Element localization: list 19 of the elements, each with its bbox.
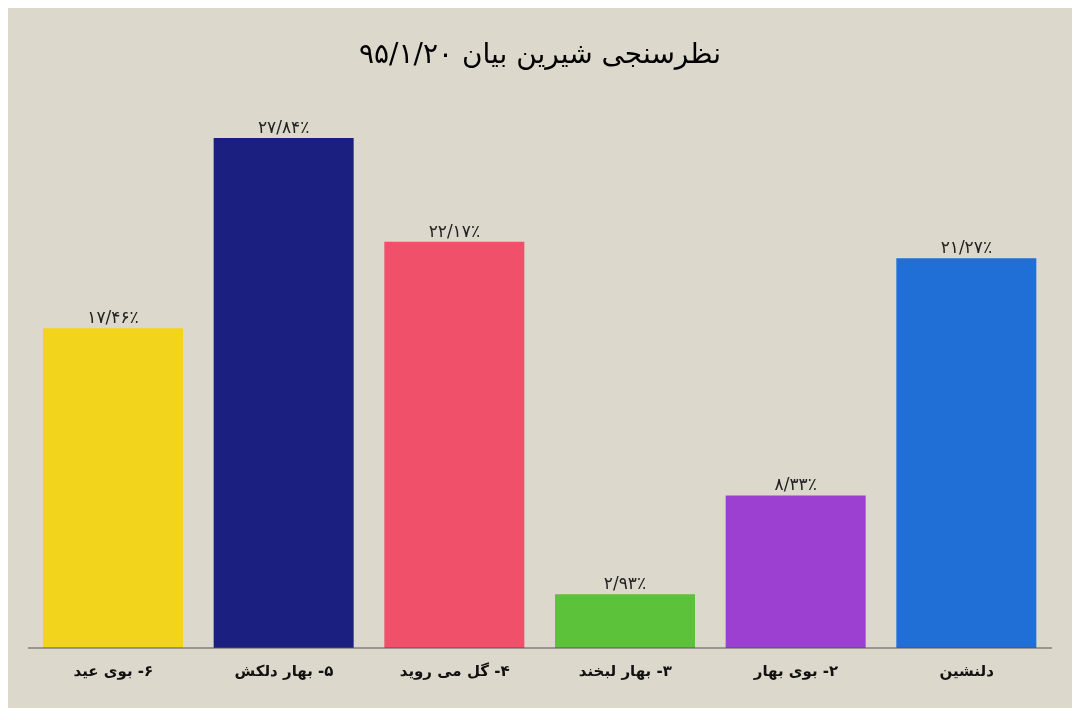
x-tick-label: دلنشین xyxy=(939,662,995,680)
x-tick-label: ۶- بوی عید xyxy=(73,662,154,680)
x-tick-label: ۳- بهار لبخند xyxy=(578,662,672,680)
x-tick-label: ۴- گل می روید xyxy=(399,662,510,680)
data-label: ۱۷/۴۶٪ xyxy=(87,307,139,328)
x-tick-label: ۵- بهار دلکش xyxy=(234,662,334,680)
bar xyxy=(43,328,183,648)
data-label: ۸/۳۳٪ xyxy=(774,474,817,495)
bar xyxy=(384,241,525,648)
bar xyxy=(896,258,1037,648)
data-label: ۲۱/۲۷٪ xyxy=(940,237,993,258)
bar xyxy=(213,138,354,648)
data-label: ۲۷/۸۴٪ xyxy=(257,117,310,137)
bar xyxy=(725,495,866,648)
data-label: ۲/۹۳٪ xyxy=(603,573,647,594)
bar xyxy=(555,594,695,648)
x-tick-label: ۲- بوی بهار xyxy=(752,662,839,680)
chart-title: نظرسنجی شیرین بیان ۹۵/۱/۲۰ xyxy=(357,35,723,72)
data-label: ۲۲/۱۷٪ xyxy=(428,220,481,241)
